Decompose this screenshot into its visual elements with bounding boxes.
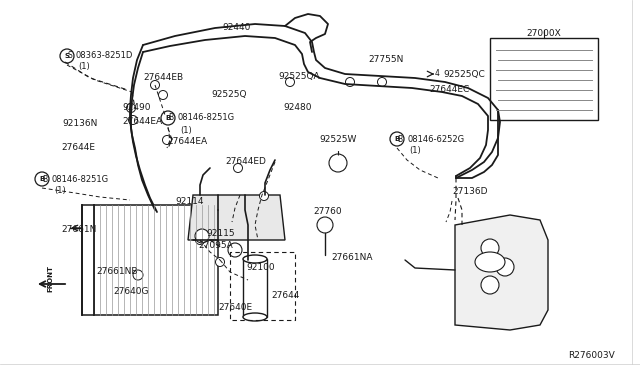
Text: 27755N: 27755N — [368, 55, 403, 64]
Text: B: B — [394, 136, 399, 142]
Text: (1): (1) — [180, 125, 192, 135]
Text: 92100: 92100 — [246, 263, 275, 273]
Text: S: S — [67, 51, 72, 61]
Circle shape — [195, 229, 209, 243]
Text: 08146-8251G: 08146-8251G — [52, 174, 109, 183]
Circle shape — [127, 103, 136, 112]
Circle shape — [195, 235, 205, 244]
Circle shape — [259, 192, 269, 201]
Text: B: B — [168, 113, 173, 122]
Circle shape — [329, 154, 347, 172]
Circle shape — [378, 77, 387, 87]
Text: 27661N: 27661N — [61, 225, 97, 234]
Circle shape — [481, 239, 499, 257]
Ellipse shape — [475, 252, 505, 272]
Text: 27644EB: 27644EB — [143, 74, 183, 83]
FancyBboxPatch shape — [490, 38, 598, 120]
Text: 92115: 92115 — [206, 228, 235, 237]
Text: 27136D: 27136D — [452, 187, 488, 196]
Circle shape — [163, 135, 172, 144]
Circle shape — [161, 111, 175, 125]
Text: 27644ED: 27644ED — [225, 157, 266, 167]
Text: 27644EC: 27644EC — [429, 86, 469, 94]
Text: (1): (1) — [78, 62, 90, 71]
Text: (1): (1) — [54, 186, 66, 196]
Circle shape — [285, 77, 294, 87]
Text: 27661NB: 27661NB — [96, 266, 138, 276]
Text: 92525QA: 92525QA — [278, 71, 319, 80]
Ellipse shape — [243, 313, 267, 321]
Text: R276003V: R276003V — [568, 350, 615, 359]
Text: 92525W: 92525W — [319, 135, 356, 144]
Circle shape — [60, 49, 74, 63]
Text: 27661NA: 27661NA — [331, 253, 372, 262]
Text: B: B — [42, 174, 47, 183]
Text: 27644EA: 27644EA — [167, 138, 207, 147]
Text: 08146-6252G: 08146-6252G — [407, 135, 464, 144]
Text: 27644: 27644 — [271, 291, 300, 299]
Circle shape — [133, 270, 143, 280]
Text: 27760: 27760 — [313, 208, 342, 217]
Text: B: B — [397, 135, 402, 144]
Text: 08146-8251G: 08146-8251G — [178, 113, 235, 122]
Text: 27640G: 27640G — [113, 286, 148, 295]
Circle shape — [496, 258, 514, 276]
Circle shape — [346, 77, 355, 87]
Text: 92440: 92440 — [222, 23, 250, 32]
Text: B: B — [40, 176, 45, 182]
Bar — [243, 259, 267, 317]
Circle shape — [159, 90, 168, 99]
Text: 92114: 92114 — [175, 196, 204, 205]
Text: 27644EA: 27644EA — [122, 116, 162, 125]
Circle shape — [317, 217, 333, 233]
Polygon shape — [455, 215, 548, 330]
Text: 4: 4 — [435, 70, 440, 78]
Text: 92490: 92490 — [122, 103, 150, 112]
Circle shape — [150, 80, 159, 90]
Text: 92525QC: 92525QC — [443, 70, 484, 78]
Text: 08363-8251D: 08363-8251D — [76, 51, 133, 61]
Text: 27644E: 27644E — [61, 142, 95, 151]
Circle shape — [129, 115, 138, 125]
Bar — [82, 205, 218, 315]
Circle shape — [481, 276, 499, 294]
Text: (1): (1) — [409, 147, 420, 155]
Text: 92480: 92480 — [283, 103, 312, 112]
Text: 92525Q: 92525Q — [211, 90, 246, 99]
Text: 27640E: 27640E — [218, 304, 252, 312]
Text: 27095A: 27095A — [198, 241, 233, 250]
Text: 27000X: 27000X — [527, 29, 561, 38]
Text: S: S — [65, 53, 70, 59]
Circle shape — [228, 243, 242, 257]
Text: 92136N: 92136N — [62, 119, 97, 128]
Circle shape — [35, 172, 49, 186]
Circle shape — [234, 164, 243, 173]
Text: FRONT: FRONT — [47, 264, 53, 292]
Circle shape — [390, 132, 404, 146]
Polygon shape — [188, 195, 285, 240]
Text: B: B — [165, 115, 171, 121]
Circle shape — [216, 257, 225, 266]
Ellipse shape — [243, 255, 267, 263]
